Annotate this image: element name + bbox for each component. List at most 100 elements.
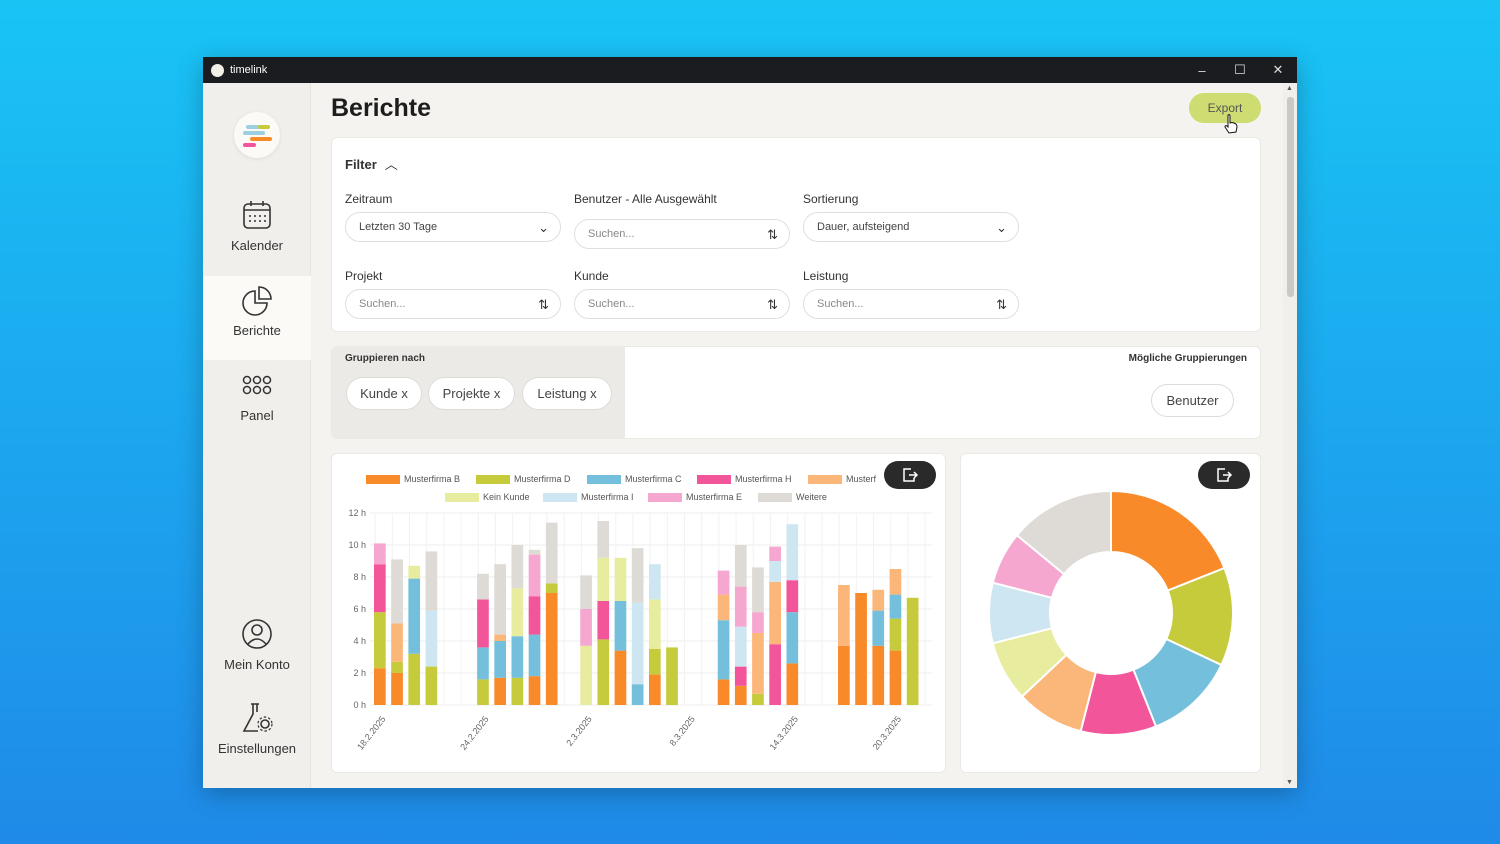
bar-segment[interactable] [631,602,644,685]
bar-segment[interactable] [717,620,730,680]
bar-segment[interactable] [631,684,644,705]
bar-segment[interactable] [752,633,764,694]
bar-segment[interactable] [528,549,541,555]
bar-segment[interactable] [769,561,781,582]
benutzer-search-input[interactable]: Suchen... ⇅ [574,219,790,249]
bar-segment[interactable] [752,567,764,613]
vertical-scrollbar[interactable]: ▲ ▼ [1283,83,1297,788]
bar-segment[interactable] [872,589,885,611]
group-chip-projekte[interactable]: Projekte x [428,377,515,410]
bar-segment[interactable] [752,693,764,705]
minimize-button[interactable]: – [1198,62,1206,78]
bar-segment[interactable] [648,599,661,649]
bar-segment[interactable] [597,601,610,640]
bar-segment[interactable] [872,645,885,705]
bar-segment[interactable] [391,559,403,624]
bar-segment[interactable] [734,545,747,587]
sort-arrows-icon[interactable]: ⇅ [538,297,549,312]
bar-segment[interactable] [889,594,902,619]
bar-segment[interactable] [786,524,799,581]
bar-segment[interactable] [494,641,506,678]
sortierung-select[interactable]: Dauer, aufsteigend ⌄ [803,212,1019,242]
bar-segment[interactable] [408,578,421,654]
sidebar-item-berichte[interactable]: Berichte [203,276,311,360]
group-chip-benutzer[interactable]: Benutzer [1151,384,1234,417]
bar-segment[interactable] [597,521,610,558]
bar-segment[interactable] [597,639,610,705]
bar-segment[interactable] [425,610,438,667]
bar-segment[interactable] [838,585,850,646]
bar-segment[interactable] [511,636,524,678]
bar-segment[interactable] [786,580,799,613]
bar-segment[interactable] [477,573,489,600]
bar-segment[interactable] [872,610,885,646]
bar-segment[interactable] [734,685,747,705]
bar-segment[interactable] [614,601,627,651]
close-button[interactable]: ✕ [1272,62,1284,77]
bar-segment[interactable] [597,557,610,601]
sidebar-item-panel[interactable]: Panel [203,368,311,450]
bar-segment[interactable] [545,583,558,593]
bar-segment[interactable] [580,609,592,646]
bar-segment[interactable] [734,586,747,627]
bar-segment[interactable] [511,677,524,705]
sidebar-item-einstellungen[interactable]: Einstellungen [203,701,311,783]
sidebar-item-kalender[interactable]: Kalender [203,198,311,280]
bar-segment[interactable] [786,663,799,705]
bar-segment[interactable] [391,623,403,662]
bar-segment[interactable] [391,673,403,705]
download-chart-button[interactable] [884,461,936,489]
bar-segment[interactable] [614,650,627,705]
legend-item[interactable]: Musterfirma B [366,474,460,484]
bar-segment[interactable] [769,644,781,705]
sort-arrows-icon[interactable]: ⇅ [767,227,778,242]
bar-segment[interactable] [545,522,558,584]
bar-segment[interactable] [511,588,524,637]
bar-segment[interactable] [425,551,438,611]
bar-segment[interactable] [717,594,730,621]
bar-segment[interactable] [580,645,592,705]
legend-item[interactable]: Musterf [808,474,876,484]
bar-segment[interactable] [408,565,421,579]
bar-segment[interactable] [786,612,799,664]
bar-segment[interactable] [906,597,919,705]
group-chip-leistung[interactable]: Leistung x [522,377,612,410]
leistung-search-input[interactable]: Suchen... ⇅ [803,289,1019,319]
bar-segment[interactable] [769,546,781,561]
group-chip-kunde[interactable]: Kunde x [346,377,422,410]
bar-segment[interactable] [889,618,902,651]
maximize-button[interactable]: ☐ [1234,62,1246,77]
bar-segment[interactable] [648,649,661,675]
zeitraum-select[interactable]: Letzten 30 Tage ⌄ [345,212,561,242]
bar-segment[interactable] [666,647,678,705]
sort-arrows-icon[interactable]: ⇅ [767,297,778,312]
bar-segment[interactable] [477,599,489,648]
legend-item[interactable]: Musterfirma C [587,474,682,484]
bar-segment[interactable] [494,677,506,705]
bar-segment[interactable] [855,593,867,705]
export-button[interactable]: Export [1189,93,1261,123]
bar-segment[interactable] [494,564,506,635]
bar-segment[interactable] [494,634,506,641]
bar-segment[interactable] [408,653,421,705]
projekt-search-input[interactable]: Suchen... ⇅ [345,289,561,319]
legend-item[interactable]: Musterfirma H [697,474,792,484]
scroll-up-icon[interactable]: ▲ [1286,85,1293,92]
bar-segment[interactable] [374,668,386,705]
bar-segment[interactable] [374,612,386,669]
bar-segment[interactable] [477,679,489,705]
donut-slice[interactable] [1015,489,1112,576]
bar-segment[interactable] [528,634,541,677]
bar-segment[interactable] [511,545,524,589]
bar-segment[interactable] [545,593,558,705]
bar-segment[interactable] [580,575,592,609]
legend-item[interactable]: Weitere [758,492,827,502]
bar-segment[interactable] [528,596,541,635]
legend-item[interactable]: Musterfirma I [543,492,634,502]
bar-segment[interactable] [391,661,403,673]
scroll-down-icon[interactable]: ▼ [1286,779,1293,786]
bar-segment[interactable] [648,564,661,600]
sidebar-item-mein-konto[interactable]: Mein Konto [203,617,311,699]
legend-item[interactable]: Musterfirma D [476,474,571,484]
bar-segment[interactable] [717,570,730,595]
